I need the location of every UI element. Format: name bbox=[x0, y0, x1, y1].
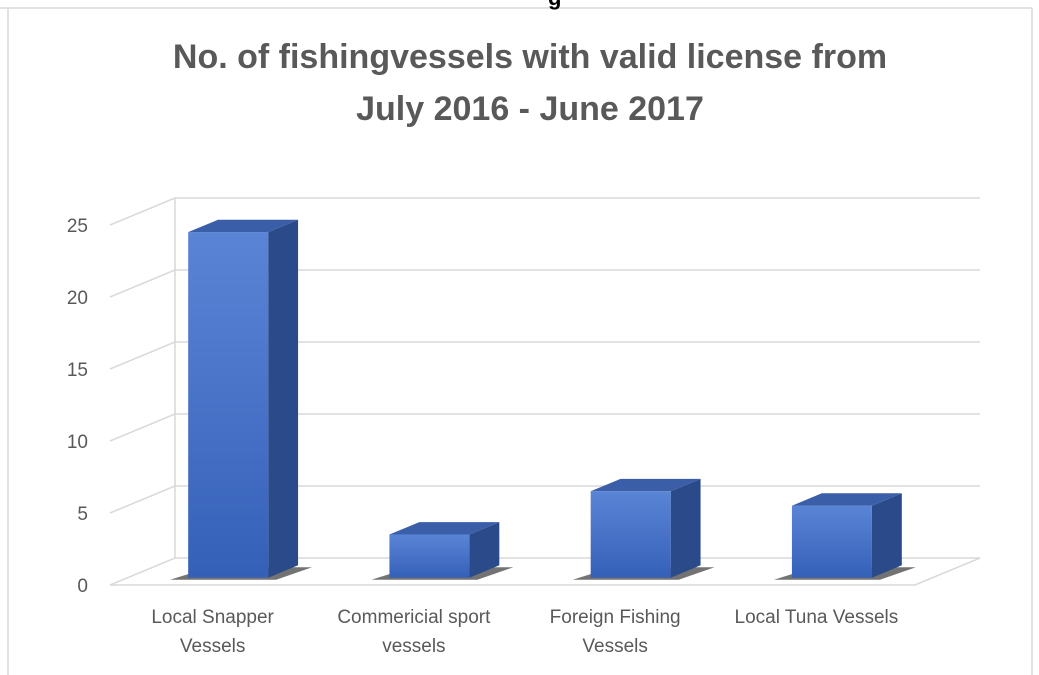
top-cut-text: g bbox=[548, 0, 561, 10]
gridlines bbox=[109, 197, 980, 558]
y-tick-label-5: 5 bbox=[77, 504, 88, 525]
chart-title-line-1: No. of fishingvessels with valid license… bbox=[173, 38, 887, 76]
x-category-label-3-line-0: Local Tuna Vessels bbox=[735, 607, 899, 628]
chart-border bbox=[0, 7, 1033, 675]
floor-plane bbox=[109, 557, 981, 586]
y-tick-label-10: 10 bbox=[67, 432, 88, 453]
gridline-side-25 bbox=[109, 197, 176, 226]
bar-1 bbox=[371, 522, 514, 580]
bars bbox=[170, 219, 916, 580]
bar-top bbox=[188, 219, 299, 233]
x-category-label-1-line-1: vessels bbox=[382, 636, 445, 657]
bar-0 bbox=[170, 219, 313, 580]
bar-front bbox=[791, 505, 872, 578]
x-category-label-2-line-1: Vessels bbox=[582, 636, 647, 657]
bar-side bbox=[469, 522, 500, 578]
bar-top bbox=[791, 493, 902, 506]
x-category-label-0-line-1: Vessels bbox=[180, 636, 245, 657]
y-tick-label-15: 15 bbox=[67, 360, 88, 381]
bar-side bbox=[268, 219, 299, 578]
gridline-side-5 bbox=[109, 485, 176, 514]
bar-top bbox=[389, 522, 500, 535]
bar-side bbox=[871, 493, 902, 578]
bar-front bbox=[188, 232, 269, 578]
x-category-label-2-line-0: Foreign Fishing bbox=[550, 607, 681, 628]
chart-title-line-2: July 2016 - June 2017 bbox=[356, 90, 704, 128]
bar-front bbox=[389, 534, 470, 578]
bar-2 bbox=[572, 478, 715, 580]
y-tick-label-0: 0 bbox=[77, 576, 88, 597]
bar-top bbox=[590, 478, 701, 492]
x-category-label-1-line-0: Commericial sport bbox=[337, 607, 491, 628]
chart-floor bbox=[109, 557, 981, 586]
gridline-side-20 bbox=[109, 269, 176, 298]
x-axis-category-labels: Local Snapper Vessels Commericial sport ves… bbox=[151, 607, 898, 657]
bar-3 bbox=[773, 493, 916, 580]
y-tick-label-20: 20 bbox=[67, 288, 88, 309]
bar-side bbox=[670, 478, 701, 578]
bar-front bbox=[590, 491, 671, 578]
y-axis-tick-labels: 0 5 10 15 20 25 bbox=[67, 216, 88, 597]
y-tick-label-25: 25 bbox=[67, 216, 88, 237]
gridline-side-10 bbox=[109, 413, 176, 442]
gridline-side-15 bbox=[109, 341, 176, 370]
x-category-label-0-line-0: Local Snapper bbox=[151, 607, 274, 628]
